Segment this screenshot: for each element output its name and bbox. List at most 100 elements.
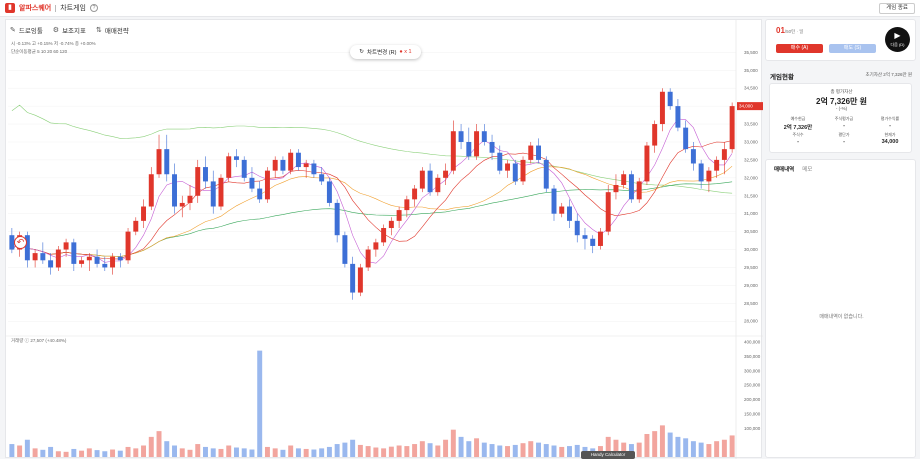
volume-bar xyxy=(404,446,410,457)
volume-bar xyxy=(55,451,61,457)
stat-label: 예수현금 xyxy=(790,116,806,121)
ohlc-legend: 시 -0.13% 고 +0.15% 저 -0.74% 종 +0.00% xyxy=(11,41,96,46)
tab-memo[interactable]: 메모 xyxy=(802,167,813,173)
candle-body xyxy=(164,149,170,175)
candle-body xyxy=(373,242,379,250)
scroll-left-icon[interactable]: ↶ xyxy=(14,236,27,249)
candle-body xyxy=(652,124,658,146)
chart-panel[interactable]: 35,500 35,000 34,500 34,000 33,500 33,000 32,5… xyxy=(5,19,763,459)
candle-body xyxy=(520,159,526,182)
volume-bar xyxy=(257,350,263,457)
volume-bar xyxy=(412,444,418,457)
tool-drawing[interactable]: ✎ 드로잉툴 xyxy=(10,25,43,35)
candle-body xyxy=(357,267,363,293)
volume-bar xyxy=(249,449,255,457)
candle-body xyxy=(319,174,325,182)
candle-body xyxy=(195,167,201,196)
volume-bar xyxy=(303,448,309,457)
initial-asset: 초기자산 2억 7,326만 원 xyxy=(865,72,913,77)
price-tick-label: 30,500 xyxy=(744,229,758,234)
price-tick-label: 35,500 xyxy=(744,50,758,55)
next-turn-button[interactable]: ▶︎ 다음 (D) xyxy=(885,27,910,52)
stat-value: - xyxy=(889,123,891,129)
volume-bar xyxy=(543,444,549,457)
price-tick-label: 33,000 xyxy=(744,139,758,144)
candle-body xyxy=(210,181,216,207)
candlestick-chart[interactable]: 35,500 35,000 34,500 34,000 33,500 33,000 32,5… xyxy=(6,20,763,459)
candle-body xyxy=(427,170,433,193)
status-card: 총 평가자산 2억 7,326만 원 - (-%) 예수현금 2억 7,326만 주… xyxy=(769,83,912,153)
candle-body xyxy=(683,127,689,150)
candle-body xyxy=(505,163,511,171)
help-icon[interactable]: ? xyxy=(89,4,98,12)
candle-body xyxy=(597,231,603,246)
volume-bar xyxy=(698,442,704,457)
volume-bar xyxy=(489,444,495,457)
volume-bar xyxy=(396,445,402,457)
candle-body xyxy=(311,163,317,175)
candle-body xyxy=(102,263,108,268)
volume-bar xyxy=(520,443,526,457)
price-tick-label: 28,500 xyxy=(744,301,758,306)
candle-body xyxy=(582,235,588,239)
volume-bar xyxy=(195,444,201,457)
buy-button[interactable]: 매수 (A) xyxy=(776,44,823,53)
chart-change-label: 차트변경 (R) xyxy=(367,50,397,56)
candle-body xyxy=(24,235,30,261)
end-game-button[interactable]: 게임 종료 xyxy=(879,3,915,14)
volume-bar xyxy=(272,448,278,457)
candle-body xyxy=(721,149,727,160)
tool-label: 매매전략 xyxy=(104,28,129,35)
candle-body xyxy=(551,188,557,214)
candle-body xyxy=(326,181,332,203)
candle-body xyxy=(675,106,681,128)
volume-bar xyxy=(365,446,371,457)
candle-body xyxy=(280,159,286,171)
volume-bar xyxy=(636,442,642,457)
candle-body xyxy=(706,170,712,182)
tab-history[interactable]: 매매내역 xyxy=(774,167,795,173)
tool-strategy[interactable]: ⇅ 매매전략 xyxy=(96,25,129,35)
candle-body xyxy=(613,185,619,193)
price-tick-label: 31,000 xyxy=(744,211,758,216)
candle-body xyxy=(497,152,503,171)
volume-bar xyxy=(388,446,394,457)
candle-body xyxy=(226,156,232,178)
volume-tick-label: 200,000 xyxy=(744,397,761,402)
volume-bar xyxy=(450,429,456,457)
stat-label: 주식수 xyxy=(792,132,804,137)
brand-name[interactable]: 알파스퀘어 xyxy=(19,5,52,12)
tool-indicator[interactable]: ⚙ 보조지표 xyxy=(53,25,86,35)
candle-body xyxy=(636,181,642,200)
candle-body xyxy=(272,159,278,171)
volume-bar xyxy=(721,439,727,457)
volume-bar xyxy=(203,446,208,457)
candle-body xyxy=(714,159,720,171)
turn-total: /50턴 · 일 xyxy=(784,29,804,34)
volume-bar xyxy=(659,425,665,457)
trade-card: 01/50턴 · 일 매수 (A) 매도 (S) ▶︎ 다음 (D) xyxy=(765,19,916,61)
volume-bar xyxy=(574,444,580,457)
volume-bar xyxy=(311,449,317,457)
stat-label: 주식평가금 xyxy=(834,116,854,121)
candle-body xyxy=(365,249,371,268)
candle-body xyxy=(350,263,356,293)
candle-body xyxy=(559,206,565,214)
pencil-icon: ✎ xyxy=(10,27,16,34)
current-price-label: 34,000 xyxy=(739,104,753,109)
volume-bar xyxy=(280,449,286,457)
stat-label: 현재가 xyxy=(884,132,896,137)
volume-bar xyxy=(133,448,139,457)
volume-bar xyxy=(628,444,634,457)
price-tick-label: 34,500 xyxy=(744,86,758,91)
candle-body xyxy=(536,145,541,160)
sell-button[interactable]: 매도 (S) xyxy=(829,44,876,53)
total-asset-value: 2억 7,326만 원 xyxy=(816,97,867,106)
total-asset-label: 총 평가자산 xyxy=(830,89,853,94)
price-tick-label: 33,500 xyxy=(744,122,758,127)
chart-change-button[interactable]: ↻ 차트변경 (R) ● x 1 xyxy=(350,45,421,59)
candle-body xyxy=(133,220,139,232)
volume-bar xyxy=(706,444,712,457)
volume-bar xyxy=(443,439,449,457)
candle-body xyxy=(644,145,650,182)
